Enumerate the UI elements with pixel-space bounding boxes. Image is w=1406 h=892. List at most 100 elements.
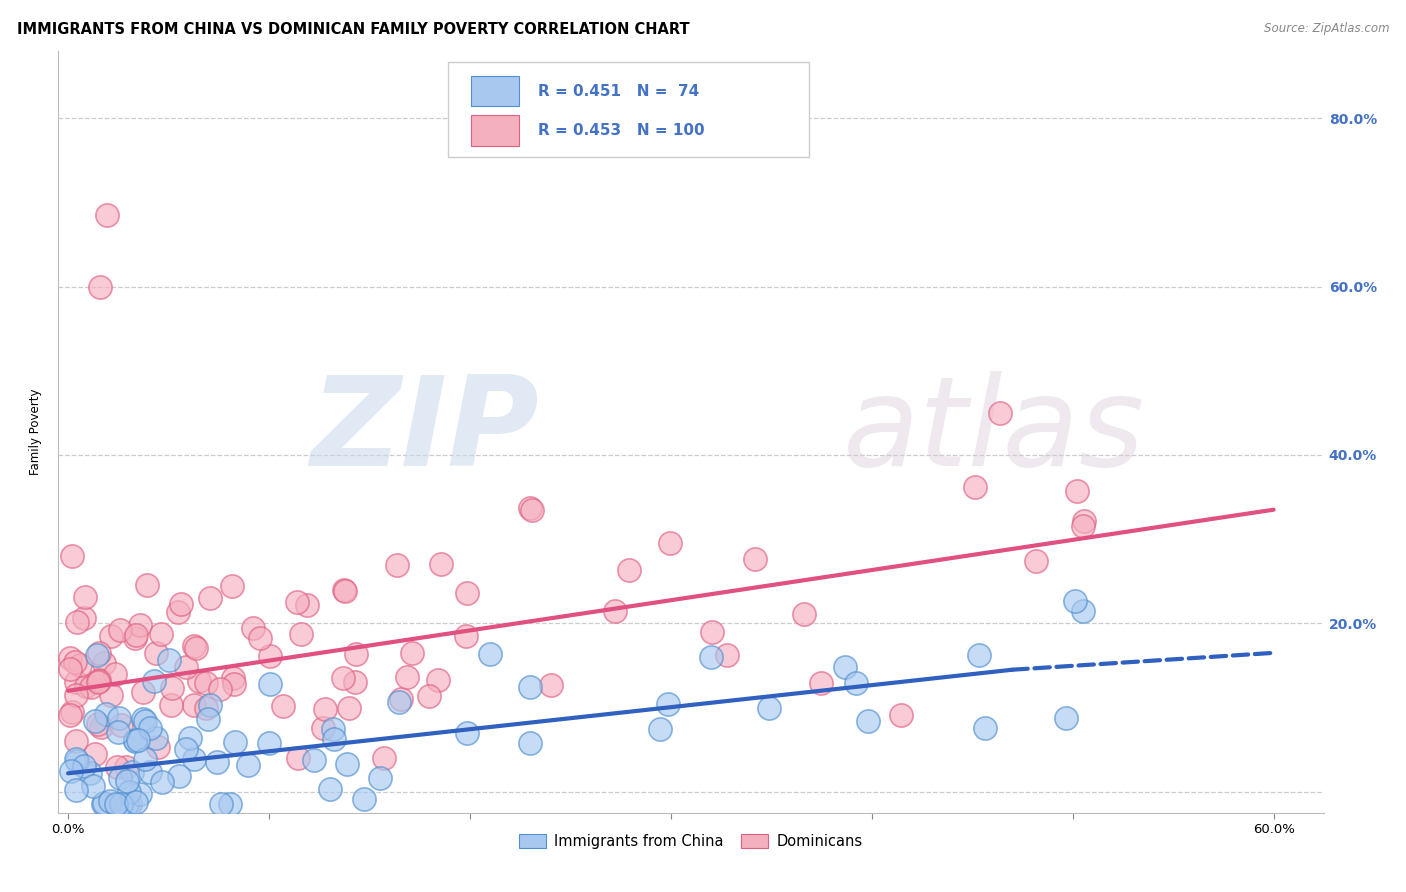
Point	[145, 647, 167, 661]
Point	[257, 736, 280, 750]
Point	[94, 706, 117, 721]
Point	[145, 731, 167, 745]
Point	[344, 674, 367, 689]
Point	[128, 787, 150, 801]
Point	[131, 712, 153, 726]
Point	[224, 735, 246, 749]
Point	[988, 406, 1011, 420]
Point	[418, 689, 440, 703]
Point	[520, 503, 543, 517]
Point	[159, 698, 181, 712]
Point	[82, 780, 104, 794]
Point	[108, 623, 131, 637]
Point	[60, 549, 83, 563]
Point	[259, 677, 281, 691]
Point	[194, 675, 217, 690]
Point	[114, 759, 136, 773]
Point	[79, 766, 101, 780]
Point	[271, 699, 294, 714]
Point	[302, 752, 325, 766]
Point	[222, 672, 245, 686]
Point	[108, 771, 131, 785]
Point	[69, 657, 91, 672]
Point	[974, 722, 997, 736]
Point	[104, 667, 127, 681]
Point	[965, 480, 987, 494]
Point	[605, 604, 627, 618]
Point	[314, 701, 336, 715]
Point	[519, 500, 541, 515]
Point	[1066, 484, 1088, 499]
Point	[65, 752, 87, 766]
Point	[388, 695, 411, 709]
Text: ZIP: ZIP	[311, 371, 538, 492]
Point	[385, 558, 408, 572]
Point	[63, 655, 86, 669]
Point	[198, 698, 221, 712]
Text: atlas: atlas	[842, 371, 1144, 492]
Point	[211, 797, 233, 812]
Point	[59, 651, 82, 665]
Point	[456, 726, 478, 740]
Point	[478, 647, 501, 661]
Point	[1073, 514, 1095, 528]
Point	[648, 723, 671, 737]
Point	[60, 706, 83, 720]
Point	[236, 757, 259, 772]
Point	[353, 792, 375, 806]
Point	[176, 742, 198, 756]
Point	[86, 648, 108, 662]
Point	[139, 722, 162, 736]
Point	[183, 752, 205, 766]
Text: R = 0.451   N =  74: R = 0.451 N = 74	[537, 84, 699, 99]
Text: R = 0.453   N = 100: R = 0.453 N = 100	[537, 123, 704, 138]
Point	[100, 629, 122, 643]
Point	[430, 557, 453, 571]
Point	[75, 679, 97, 693]
Point	[519, 681, 541, 695]
Point	[368, 771, 391, 785]
Point	[83, 714, 105, 729]
Point	[426, 673, 449, 687]
Point	[179, 731, 201, 746]
Point	[134, 714, 156, 728]
Y-axis label: Family Poverty: Family Poverty	[30, 389, 42, 475]
Bar	[471, 76, 519, 106]
Point	[65, 782, 87, 797]
Point	[389, 691, 412, 706]
Point	[105, 797, 128, 812]
Point	[174, 660, 197, 674]
Point	[59, 764, 82, 779]
Point	[295, 598, 318, 612]
Point	[100, 688, 122, 702]
Point	[1064, 594, 1087, 608]
Point	[87, 717, 110, 731]
Point	[108, 711, 131, 725]
Point	[159, 652, 181, 666]
Point	[118, 785, 141, 799]
Point	[184, 640, 207, 655]
Point	[218, 797, 240, 812]
Point	[249, 632, 271, 646]
FancyBboxPatch shape	[449, 62, 808, 157]
Point	[134, 752, 156, 766]
Point	[107, 725, 129, 739]
Point	[890, 708, 912, 723]
Point	[125, 628, 148, 642]
Point	[169, 769, 191, 783]
Point	[160, 681, 183, 695]
Point	[845, 675, 868, 690]
Point	[319, 782, 342, 797]
Point	[167, 605, 190, 619]
Point	[65, 734, 87, 748]
Point	[793, 607, 815, 622]
Point	[124, 632, 146, 646]
Text: IMMIGRANTS FROM CHINA VS DOMINICAN FAMILY POVERTY CORRELATION CHART: IMMIGRANTS FROM CHINA VS DOMINICAN FAMIL…	[17, 22, 689, 37]
Point	[110, 718, 132, 732]
Point	[65, 675, 87, 690]
Point	[91, 797, 114, 812]
Point	[84, 747, 107, 761]
Point	[110, 797, 132, 812]
Point	[758, 700, 780, 714]
Point	[65, 688, 87, 702]
